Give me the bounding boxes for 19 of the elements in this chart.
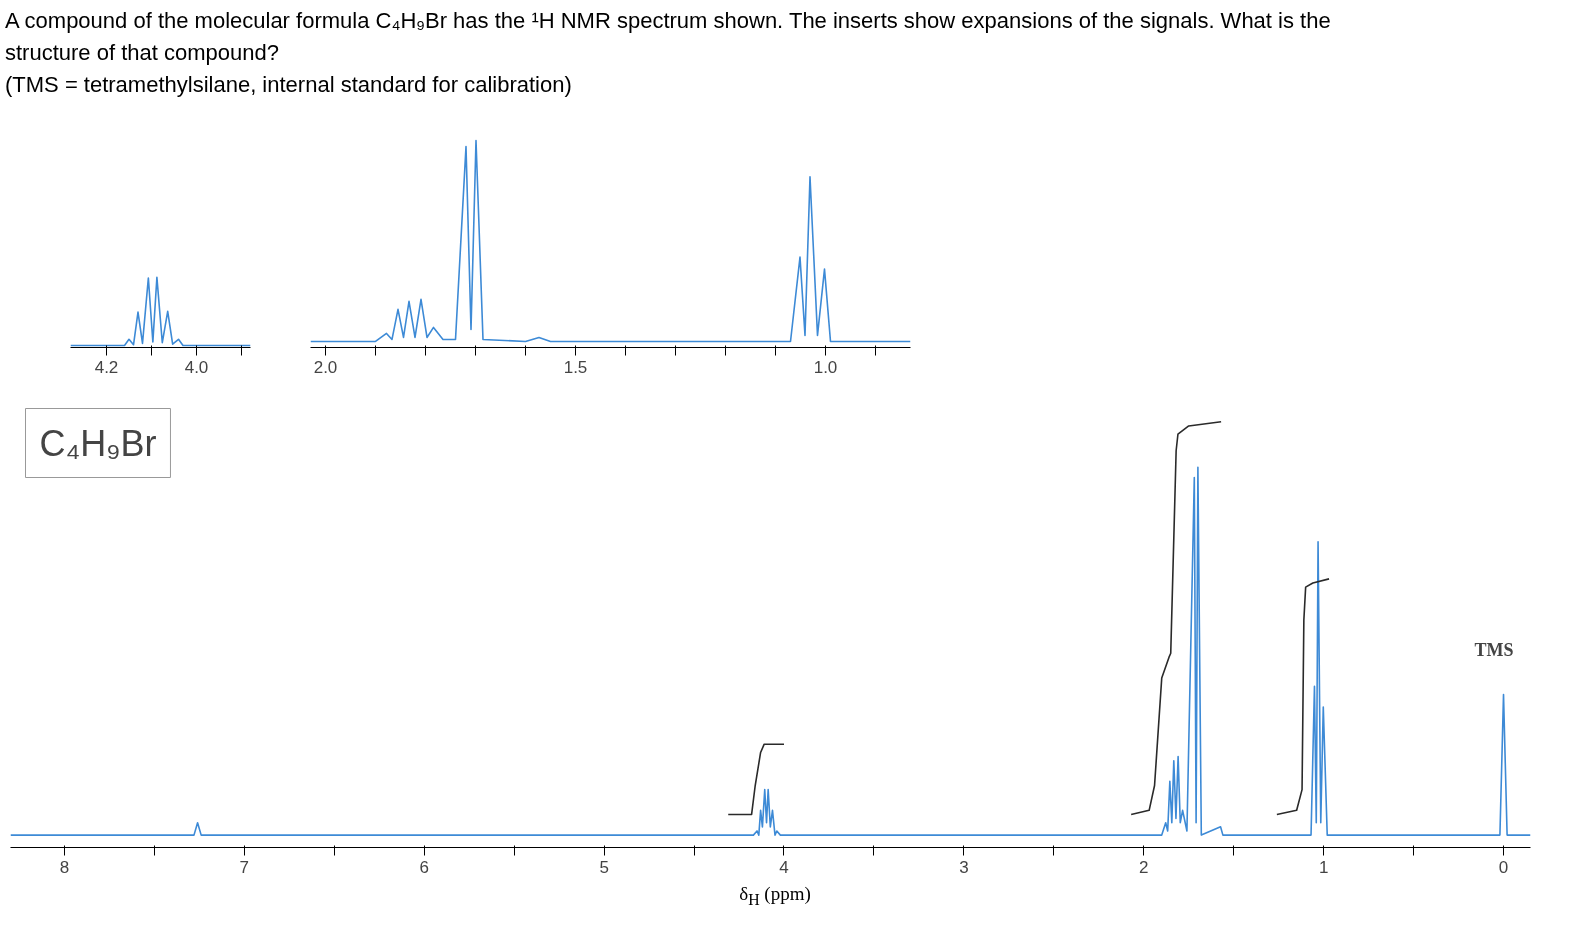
- x-tick-label: 1.0: [813, 357, 838, 377]
- x-tick-label: 3: [959, 857, 969, 877]
- x-tick-label: 4: [779, 857, 789, 877]
- x-tick-label: 7: [239, 857, 250, 877]
- x-tick-label: 0: [1498, 857, 1509, 877]
- annotation: TMS: [1474, 639, 1514, 660]
- annotation: C₄H₉Br: [39, 422, 157, 464]
- x-tick-label: 1.5: [563, 357, 588, 377]
- x-tick-label: 2.0: [313, 357, 338, 377]
- x-tick-label: 4.2: [94, 357, 119, 377]
- text: A compound of the molecular formula C₄H₉Br has the ¹H NMR spectrum shown. The inserts show expansions of the signals. What is the structure of that compound?: [5, 8, 1331, 65]
- chart-subtitle: (TMS = tetramethylsilane, internal standard for calibration): [5, 71, 572, 97]
- x-tick-label: 4.0: [184, 357, 209, 377]
- x-tick-label: 1: [1318, 857, 1329, 877]
- x-tick-label: 6: [419, 857, 429, 877]
- x-tick-label: 8: [59, 857, 70, 877]
- x-tick-label: 5: [599, 857, 609, 877]
- x-axis-title: δ$_{H}$ (ppm): [738, 882, 812, 910]
- x-tick-label: 2: [1139, 857, 1149, 877]
